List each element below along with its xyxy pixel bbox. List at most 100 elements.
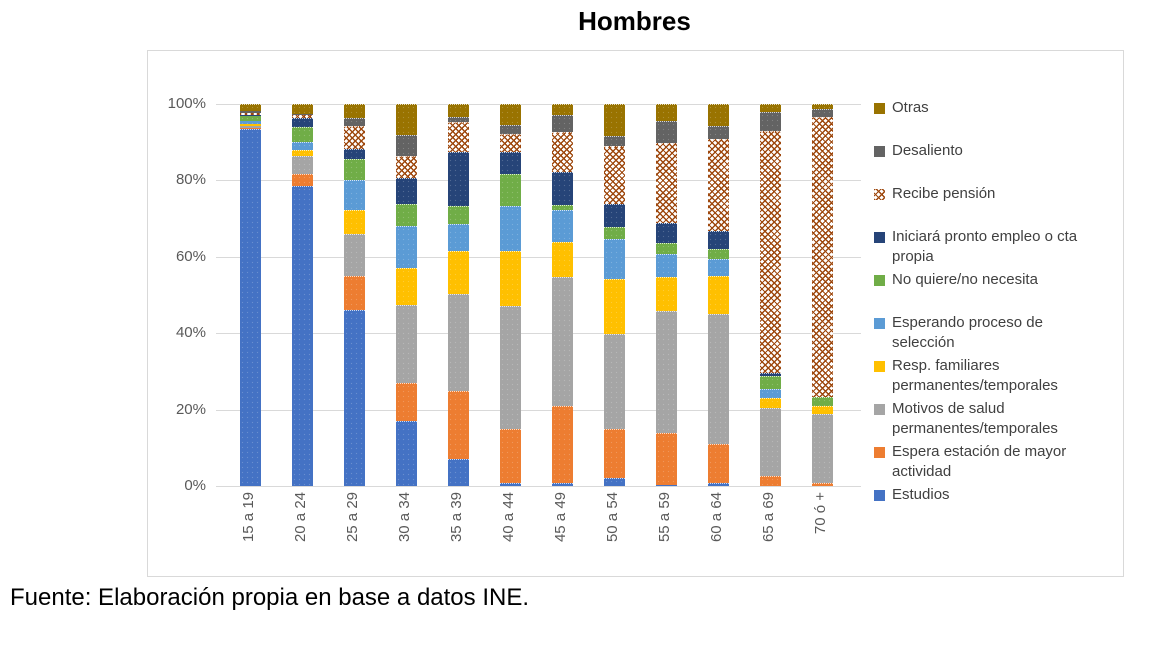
legend-label: Iniciará pronto empleo o cta propia bbox=[892, 228, 1078, 265]
bar-segment bbox=[707, 259, 729, 276]
bar-segment bbox=[499, 104, 521, 126]
legend-swatch bbox=[874, 189, 885, 200]
legend-swatch bbox=[874, 490, 885, 501]
legend-swatch bbox=[874, 146, 885, 157]
bar-segment bbox=[811, 405, 833, 415]
bar-segment bbox=[343, 275, 365, 311]
bar-segment bbox=[603, 227, 625, 239]
gridline bbox=[216, 486, 861, 487]
bar-segment bbox=[759, 130, 781, 373]
bar-segment bbox=[395, 177, 417, 205]
bar-segment bbox=[551, 482, 573, 486]
bar-segment bbox=[447, 121, 469, 153]
bar-segment bbox=[343, 209, 365, 234]
bar-segment bbox=[655, 484, 677, 486]
bar-segment bbox=[447, 223, 469, 251]
x-tick-label: 60 a 64 bbox=[708, 492, 725, 543]
legend-item: Motivos de salud permanentes/temporales bbox=[874, 399, 1120, 442]
gridline bbox=[216, 104, 861, 105]
x-tick-label: 70 ó + bbox=[812, 492, 829, 535]
y-tick-label: 40% bbox=[175, 324, 206, 342]
bar-segment bbox=[811, 397, 833, 406]
bar-segment bbox=[499, 152, 521, 174]
x-tick-label: 35 a 39 bbox=[448, 492, 465, 543]
gridline bbox=[216, 256, 861, 258]
bar-segment bbox=[707, 482, 729, 486]
bar-segment bbox=[447, 205, 469, 224]
bar-segment bbox=[239, 129, 261, 486]
y-tick-label: 0% bbox=[184, 477, 206, 494]
bar-segment bbox=[811, 104, 833, 109]
bar-segment bbox=[395, 155, 417, 178]
legend-item: Recibe pensión bbox=[874, 184, 1120, 227]
bar-segment bbox=[551, 405, 573, 483]
x-tick-label: 65 a 69 bbox=[760, 492, 777, 543]
bar-segment bbox=[603, 135, 625, 146]
bar-segment bbox=[551, 241, 573, 278]
bar-segment bbox=[239, 104, 261, 111]
bar-segment bbox=[499, 205, 521, 251]
legend-label: Recibe pensión bbox=[892, 185, 996, 202]
bar-segment bbox=[343, 149, 365, 160]
bar-segment bbox=[499, 250, 521, 306]
legend-label: Motivos de salud permanentes/temporales bbox=[892, 400, 1058, 437]
bar-segment bbox=[655, 120, 677, 143]
bar-segment bbox=[291, 155, 313, 174]
bar-segment bbox=[603, 145, 625, 205]
bar-segment bbox=[655, 254, 677, 278]
bar-segment bbox=[707, 125, 729, 140]
y-tick-label: 60% bbox=[175, 247, 206, 265]
x-tick-label: 55 a 59 bbox=[656, 492, 673, 543]
bar-segment bbox=[291, 149, 313, 156]
bar-segment bbox=[343, 310, 365, 486]
chart-title: Hombres bbox=[578, 6, 691, 36]
legend-swatch bbox=[874, 232, 885, 243]
y-tick-label: 20% bbox=[175, 400, 206, 418]
bar-segment bbox=[655, 277, 677, 311]
bar-segment bbox=[343, 180, 365, 210]
bar-segment bbox=[811, 108, 833, 117]
bar-segment bbox=[759, 407, 781, 477]
bar-segment bbox=[395, 421, 417, 486]
legend-label: Estudios bbox=[892, 486, 950, 503]
bar-segment bbox=[499, 133, 521, 153]
legend-label: Espera estación de mayor actividad bbox=[892, 443, 1067, 480]
bar-segment bbox=[395, 134, 417, 156]
bar-segment bbox=[447, 250, 469, 295]
bar-segment bbox=[603, 333, 625, 430]
bar-segment bbox=[291, 173, 313, 187]
legend-swatch bbox=[874, 404, 885, 415]
bar-segment bbox=[655, 242, 677, 255]
bar-segment bbox=[707, 444, 729, 483]
legend-swatch bbox=[874, 447, 885, 458]
bar-segment bbox=[447, 459, 469, 486]
bar-segment bbox=[655, 142, 677, 223]
bar-segment bbox=[343, 104, 365, 118]
bar-segment bbox=[655, 432, 677, 485]
bar-segment bbox=[395, 382, 417, 422]
bar-segment bbox=[655, 104, 677, 121]
bar-segment bbox=[447, 152, 469, 206]
legend-swatch bbox=[874, 318, 885, 329]
bar-segment bbox=[499, 305, 521, 430]
y-tick-label: 80% bbox=[175, 171, 206, 189]
legend-item: Otras bbox=[874, 98, 1120, 141]
legend-item: Espera estación de mayor actividad bbox=[874, 442, 1120, 485]
chart-area: 100% 80% 60% 40% 20% 0% 15 a 19 20 a 24 25 a 29 3… bbox=[147, 50, 1124, 577]
bar-segment bbox=[291, 126, 313, 143]
bar-segment bbox=[447, 294, 469, 391]
bar-segment bbox=[447, 390, 469, 460]
bar-segment bbox=[499, 173, 521, 206]
bar-segment bbox=[239, 110, 261, 114]
bar-segment bbox=[239, 125, 261, 128]
gridline bbox=[216, 180, 861, 182]
bar-segment bbox=[239, 121, 261, 124]
bar-segment bbox=[811, 482, 833, 486]
bar-segment bbox=[759, 104, 781, 113]
x-tick-label: 20 a 24 bbox=[292, 492, 309, 543]
legend-item: Esperando proceso de selección bbox=[874, 313, 1120, 356]
bar-segment bbox=[395, 226, 417, 268]
bar-segment bbox=[603, 204, 625, 228]
x-tick-label: 30 a 34 bbox=[396, 492, 413, 543]
x-tick-label: 15 a 19 bbox=[240, 492, 257, 543]
